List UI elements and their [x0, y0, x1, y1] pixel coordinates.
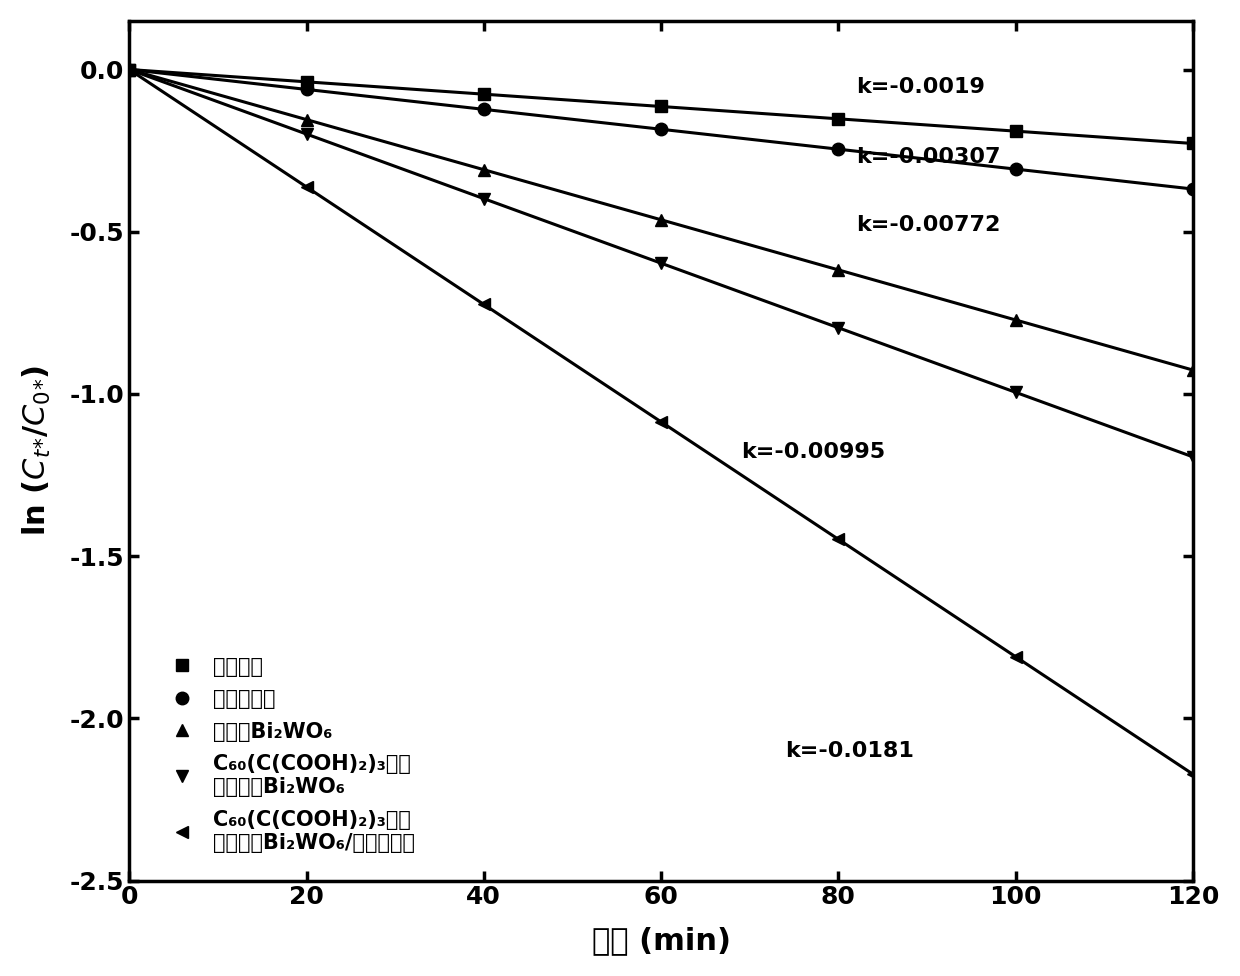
Text: k=-0.00772: k=-0.00772 — [856, 216, 1001, 235]
Text: k=-0.00995: k=-0.00995 — [740, 442, 885, 463]
Text: k=-0.0019: k=-0.0019 — [856, 77, 985, 98]
Legend: 无制化剂, 超疏水碳膜, 颗粒状Bi₂WO₆, C₆₀(C(COOH)₂)₃修饰
的颗粒状Bi₂WO₆, C₆₀(C(COOH)₂)₃修饰
的颗粒状Bi₂WO₆: 无制化剂, 超疏水碳膜, 颗粒状Bi₂WO₆, C₆₀(C(COOH)₂)₃修饰… — [161, 657, 415, 853]
Y-axis label: ln ($C_{t}$$_{*}$/$C_{0}$$_{*}$): ln ($C_{t}$$_{*}$/$C_{0}$$_{*}$) — [21, 365, 53, 536]
X-axis label: 时间 (min): 时间 (min) — [591, 926, 730, 956]
Text: k=-0.0181: k=-0.0181 — [785, 741, 914, 761]
Text: k=-0.00307: k=-0.00307 — [856, 147, 1001, 167]
